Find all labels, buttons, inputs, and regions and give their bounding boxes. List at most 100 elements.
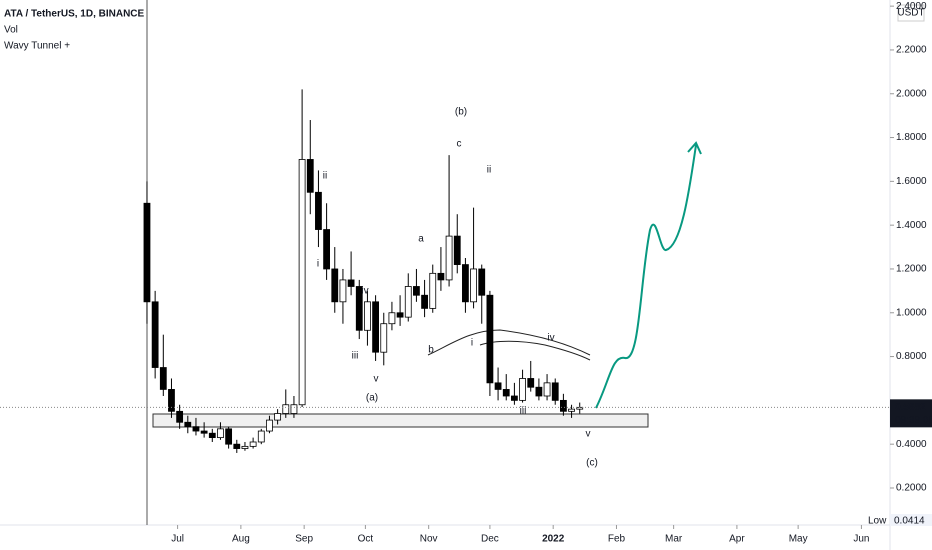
indicator-label: Wavy Tunnel + [4,41,70,52]
candle-body [421,294,428,309]
x-tick-label: Mar [665,534,683,545]
candle-body [241,445,249,449]
candle-body [355,286,363,331]
x-tick-label: Jul [171,534,184,545]
x-tick-label: 2022 [542,534,565,545]
y-tick-label: 0.2000 [896,483,927,494]
wave-label: ii [323,171,327,182]
x-tick-label: Jun [853,534,869,545]
candle-body [568,408,575,412]
candle-body [225,428,233,445]
wave-label: iv [361,286,368,297]
y-tick-label: 0.4000 [896,439,927,450]
wave-label: iii [520,406,527,417]
currency-label: USDT [897,8,924,19]
low-value: 0.0414 [894,516,925,527]
candle-body [347,279,355,287]
candle-body [527,378,535,388]
candle-body [168,389,175,412]
y-tick-label: 2.2000 [896,45,927,56]
y-tick-label: 2.0000 [896,88,927,99]
tunnel-lower [479,340,591,361]
x-tick-label: Dec [481,534,499,545]
candle-body [535,386,543,397]
candle-body [486,294,494,384]
candle-body [511,395,518,401]
x-tick-label: Aug [232,534,250,545]
wave-label: iii [352,351,359,362]
chart-title: ATA / TetherUS, 1D, BINANCE [4,9,145,20]
candle-body [551,382,559,401]
y-tick-label: 1.0000 [896,307,927,318]
currency-box [897,4,925,22]
candle-body [372,301,379,353]
indicator-label: Vol [4,25,18,36]
candle-body [445,235,453,281]
y-tick-label: 1.6000 [896,176,927,187]
candle-body [306,159,314,193]
candle-body [323,229,331,270]
candle-body [396,312,404,318]
candle-body [502,389,510,397]
wave-label: ii [487,165,491,176]
y-tick-label: 1.2000 [896,264,927,275]
wave-label: v [374,374,379,385]
low-label: Low [868,516,887,527]
candle-body [176,410,184,423]
candle-body [151,301,159,368]
candle-body [478,268,486,296]
candle-body [143,202,151,303]
candle-body [364,301,371,331]
last-price-label: 0.5682 [895,402,926,413]
candle-body [208,432,216,439]
candle-body [290,404,298,414]
candle-body [200,430,208,434]
y-tick-label: 1.8000 [896,132,927,143]
candle-body [217,428,224,439]
countdown-label: 09:39:08 [895,415,932,426]
wave-label: (a) [366,393,378,404]
y-tick-label: 0.8000 [896,351,927,362]
tunnel-upper [427,329,591,356]
support-zone [152,413,649,428]
x-tick-label: Feb [608,534,626,545]
candle-body [274,413,282,421]
candle-body [429,272,437,309]
wave-label: v [586,429,591,440]
x-tick-label: Apr [729,534,745,545]
wave-label: i [317,259,319,270]
candle-body [470,268,477,303]
y-tick-label: 2.4000 [896,1,927,12]
candle-body [331,268,339,303]
candle-body [192,426,200,432]
candle-body [249,441,257,447]
wave-label: iv [547,333,554,344]
candle-body [543,382,551,397]
candle-body [404,286,412,318]
candle-body [494,382,502,390]
candle-body [257,430,265,443]
candle-body [339,279,347,303]
candle-body [437,272,445,281]
candle-body [462,264,469,303]
candle-body [159,367,167,390]
candle-body [298,159,306,406]
candle-body [184,421,192,428]
low-box [890,514,932,526]
x-tick-label: May [789,534,808,545]
candle-body [559,399,567,412]
wave-label: (b) [455,107,467,118]
x-tick-label: Oct [358,534,374,545]
candle-body [315,191,322,230]
wave-label: a [418,234,424,245]
y-tick-label: 1.4000 [896,220,927,231]
last-price-box [890,399,932,428]
candle-body [388,312,396,325]
candle-body [413,286,420,296]
candle-body [266,419,273,432]
projection-arrow [595,141,702,409]
x-tick-label: Nov [420,534,438,545]
x-tick-label: Sep [295,534,313,545]
wave-label: c [457,139,462,150]
